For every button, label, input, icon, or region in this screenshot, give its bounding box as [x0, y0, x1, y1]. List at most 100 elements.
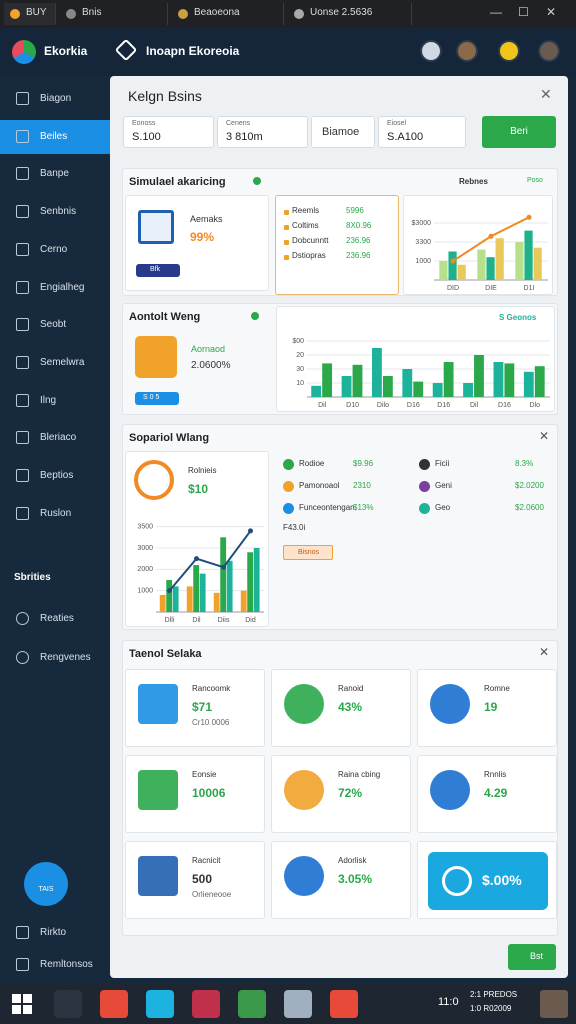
bar — [226, 560, 233, 612]
nav-item[interactable]: Remltonsos — [0, 950, 110, 980]
header-button[interactable] — [420, 40, 442, 62]
list-bullet — [284, 225, 289, 230]
list-bullet — [284, 210, 289, 215]
sidebar: Biagon Beiles Banpe Senbnis Cerno Engialheg Se… — [0, 76, 110, 984]
nav-item[interactable]: Cerno — [0, 233, 110, 267]
card-label: Rolnieis — [188, 466, 217, 475]
header-button[interactable] — [456, 40, 478, 62]
bar — [311, 385, 322, 397]
close-button[interactable]: ✕ — [539, 645, 550, 659]
y-tick-label: 3500 — [137, 524, 153, 531]
tab-icon — [294, 9, 304, 19]
browser-tab[interactable]: Beaoeona — [172, 3, 284, 25]
footer-button[interactable]: Bst — [508, 944, 556, 970]
input-field[interactable]: Eiosel S.A100 — [378, 116, 466, 148]
card-icon — [442, 866, 472, 896]
card-value: $71 — [192, 700, 213, 714]
fab-button[interactable]: TAIS — [24, 862, 68, 906]
taskbar-app[interactable] — [100, 990, 128, 1018]
header-button[interactable] — [498, 40, 520, 62]
card: Racnicit 500 Orlieneooe — [125, 841, 265, 919]
nav-item[interactable]: Rirkto — [0, 918, 110, 948]
start-button[interactable] — [12, 994, 32, 1014]
nav-icon — [16, 612, 29, 625]
nav-item[interactable]: Reaties — [0, 602, 110, 636]
nav-item[interactable]: Biagon — [0, 82, 110, 116]
highlight-button[interactable]: $.00% — [428, 852, 548, 910]
browser-tab[interactable]: Bnis — [60, 3, 168, 25]
nav-item[interactable]: Semelwra — [0, 346, 110, 380]
line-point — [194, 556, 199, 562]
nav-item[interactable]: Beiles — [0, 119, 110, 154]
taskbar-app[interactable] — [192, 990, 220, 1018]
input-field[interactable]: Eonoss S.100 — [123, 116, 214, 148]
browser-tab[interactable]: Uonse 2.5636 — [288, 3, 412, 25]
nav-item[interactable]: Rengvenes — [0, 641, 110, 675]
taskbar-app[interactable] — [54, 990, 82, 1018]
user-avatar[interactable] — [540, 990, 568, 1018]
panel-title: Kelgn Bsins — [128, 88, 202, 104]
x-tick-label: Dil — [318, 402, 327, 409]
nav-label: Senbnis — [40, 206, 77, 218]
nav-item[interactable]: Senbnis — [0, 195, 110, 229]
primary-button[interactable]: Beri — [482, 116, 556, 148]
card: Romne 19 — [417, 669, 557, 747]
browser-tab[interactable]: BUY — [4, 3, 56, 25]
tab-title: Uonse 2.5636 — [310, 7, 373, 18]
taskbar-app[interactable] — [238, 990, 266, 1018]
input-field[interactable]: Cenens 3 810m — [217, 116, 308, 148]
list-name: Rodioe — [299, 459, 325, 468]
nav-label: Ilng — [40, 394, 57, 406]
y-tick-label: 1000 — [415, 258, 431, 265]
list-name: Pamonoaol — [299, 481, 340, 490]
x-tick-label: D10 — [346, 402, 359, 409]
tab-icon — [66, 9, 76, 19]
taskbar-app[interactable] — [284, 990, 312, 1018]
bar — [457, 264, 466, 280]
nav-icon — [16, 205, 29, 219]
nav-item[interactable]: Beptios — [0, 459, 110, 493]
nav-label: Rengvenes — [40, 652, 91, 663]
window-control[interactable]: — — [490, 5, 502, 19]
main-panel: Kelgn Bsins ✕ Eonoss S.100 Cenens 3 810m Biamo… — [110, 76, 568, 978]
nav-icon — [16, 651, 29, 664]
app-mark — [114, 38, 138, 62]
list-value: 8.3% — [515, 459, 534, 468]
bar — [372, 348, 382, 397]
chip[interactable]: Bisnos — [283, 545, 333, 560]
list-value: 236.96 — [346, 236, 371, 245]
nav-item[interactable]: Seobt — [0, 308, 110, 342]
y-tick-label: 30 — [296, 366, 304, 373]
nav-item[interactable]: Bleriaco — [0, 421, 110, 455]
card: Aemaks 99% Bfk — [125, 195, 269, 291]
y-tick-label: 20 — [296, 352, 304, 359]
x-tick-label: Dil — [470, 402, 479, 409]
bar — [253, 548, 260, 612]
tray-time: 11:0 — [438, 996, 459, 1008]
taskbar-app[interactable] — [146, 990, 174, 1018]
taskbar-app[interactable] — [330, 990, 358, 1018]
window-control[interactable]: ☐ — [518, 5, 529, 19]
window-control[interactable]: ✕ — [546, 5, 557, 19]
x-tick-label: D1I — [524, 285, 535, 292]
list-icon — [283, 481, 294, 492]
nav-icon — [16, 355, 29, 369]
nav-item[interactable]: Banpe — [0, 157, 110, 191]
nav-item[interactable]: Engialheg — [0, 271, 110, 305]
card-label: Eonsie — [192, 770, 217, 779]
nav-item[interactable]: Ilng — [0, 384, 110, 418]
input-value: Biamoe — [322, 126, 360, 138]
chip[interactable]: S 0 5 — [135, 392, 179, 405]
close-button[interactable]: ✕ — [539, 429, 550, 443]
app-logo — [12, 40, 36, 64]
list-bullet — [284, 240, 289, 245]
status-dot — [253, 177, 261, 185]
nav-item[interactable]: Ruslon — [0, 497, 110, 531]
chip[interactable]: Bfk — [136, 264, 180, 277]
list-name: Reemls — [292, 206, 320, 215]
x-tick-label: D16 — [437, 402, 450, 409]
nav-icon — [16, 926, 29, 939]
close-button[interactable]: ✕ — [540, 86, 552, 102]
input-field[interactable]: Biamoe — [311, 116, 375, 148]
header-button[interactable] — [538, 40, 560, 62]
